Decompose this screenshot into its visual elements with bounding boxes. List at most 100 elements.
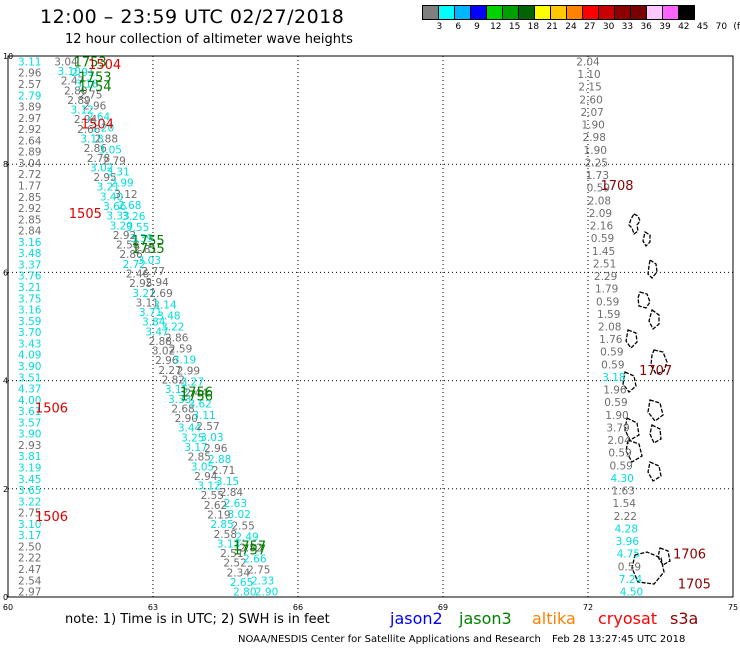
swh-value: 3.62 [188,399,211,411]
swh-value: 2.75 [79,89,102,101]
swh-value: 1.54 [613,498,637,510]
swh-value: 3.19 [18,463,41,475]
swh-value: 3.03 [138,255,161,267]
time-label: 1705 [678,577,711,592]
legend-label: 6 [455,22,462,32]
swh-value: 2.88 [149,336,172,348]
swh-value: 0.59 [618,561,641,573]
swh-value: 2.78 [87,153,110,165]
legend-label: 9 [474,22,480,32]
swh-value: 3.26 [122,211,146,223]
x-tick-label: 63 [148,603,158,612]
swh-value: 3.15 [165,384,188,396]
swh-value: 3.70 [18,327,41,339]
y-tick-label: 2 [3,485,8,494]
time-label: 1708 [600,179,633,194]
swh-value: 3.45 [18,474,41,486]
swh-value: 2.46 [126,268,150,280]
swh-value: 2.64 [87,111,111,123]
swh-value: 4.09 [18,350,41,362]
coastline [647,258,658,279]
swh-value: 2.75 [247,564,270,576]
swh-value: 4.30 [610,473,633,485]
swh-value: 2.66 [243,553,267,565]
footer-credit: NOAA/NESDIS Center for Satellite Applica… [238,634,541,645]
swh-value: 3.21 [97,182,120,194]
swh-value: 3.39 [130,233,153,245]
swh-value: 2.85 [18,192,41,204]
swh-value: 2.89 [67,95,90,107]
swh-value: 2.91 [71,67,94,79]
time-label: 1754 [78,80,111,95]
swh-value: 2.19 [207,509,230,521]
swh-value: 2.85 [188,452,211,464]
time-label: 1505 [69,207,102,222]
swh-value: 3.27 [181,377,204,389]
time-label: 1504 [81,118,114,133]
swh-value: 2.97 [18,113,41,125]
swh-value: 2.79 [18,90,41,102]
time-label: 1504 [88,58,121,73]
swh-value: 0.59 [608,448,631,460]
swh-value: 2.94 [194,471,218,483]
swh-value: 3.15 [216,476,239,488]
swh-value: 3.18 [602,372,625,384]
swh-value: 4.37 [18,384,41,396]
swh-value: 2.58 [214,529,237,541]
coastline [650,349,668,375]
swh-value: 3.65 [18,485,41,497]
swh-value: 3.17 [18,530,41,542]
time-label: 1755 [132,242,165,257]
swh-value: 2.68 [171,403,194,415]
x-tick-label: 69 [438,603,448,612]
swh-value: 2.66 [77,124,101,136]
swh-value: 2.96 [155,355,179,367]
swh-value: 2.88 [95,134,118,146]
swh-value: 3.20 [110,220,133,232]
swh-value: 2.59 [169,343,192,355]
satellite-jason2: jason2 [390,609,443,628]
swh-value: 3.22 [18,496,41,508]
swh-value: 2.82 [162,375,185,387]
footer-timestamp: Feb 28 13:27:45 UTC 2018 [552,634,686,645]
time-label: 1707 [639,364,672,379]
coastline [625,329,638,350]
swh-value: 3.79 [606,422,629,434]
swh-value: 2.90 [255,587,278,599]
plot-frame [7,55,734,598]
legend-label: 18 [527,22,540,32]
swh-value: 2.04 [607,435,631,447]
swh-value: 0.59 [600,347,623,359]
swh-value: 3.51 [18,372,41,384]
swh-value: 3.11 [192,410,215,422]
swh-value: 2.84 [18,226,42,238]
swh-value: 3.76 [18,271,42,283]
chart-title: 12:00 – 23:59 UTC 02/27/2018 [40,6,345,28]
y-tick-label: 0 [3,593,8,602]
coastline [649,424,662,444]
swh-value: 3.10 [58,66,81,78]
swh-value: 2.92 [18,124,41,136]
swh-value: 3.37 [18,259,41,271]
swh-value: 3.10 [18,519,41,531]
satellite-altika: altika [532,609,576,628]
swh-value: 2.51 [593,258,616,270]
swh-value: 2.54 [18,575,42,587]
footer-note: note: 1) Time is in UTC; 2) SWH is in fe… [65,612,330,627]
swh-value: 2.96 [83,100,107,112]
swh-value: 0.59 [596,296,619,308]
swh-value: 3.59 [18,316,41,328]
swh-value: 1.90 [584,145,607,157]
swh-value: 3.33 [106,211,129,223]
swh-value: 2.92 [113,230,136,242]
swh-value: 3.90 [18,429,41,441]
swh-value: 3.12 [197,481,220,493]
swh-value: 2.85 [18,214,41,226]
swh-value: 3.66 [103,201,127,213]
swh-value: 2.65 [230,577,253,589]
coastline [637,291,651,309]
swh-value: 2.27 [158,365,181,377]
swh-value: 2.57 [196,421,219,433]
swh-value: 3.02 [228,509,251,521]
